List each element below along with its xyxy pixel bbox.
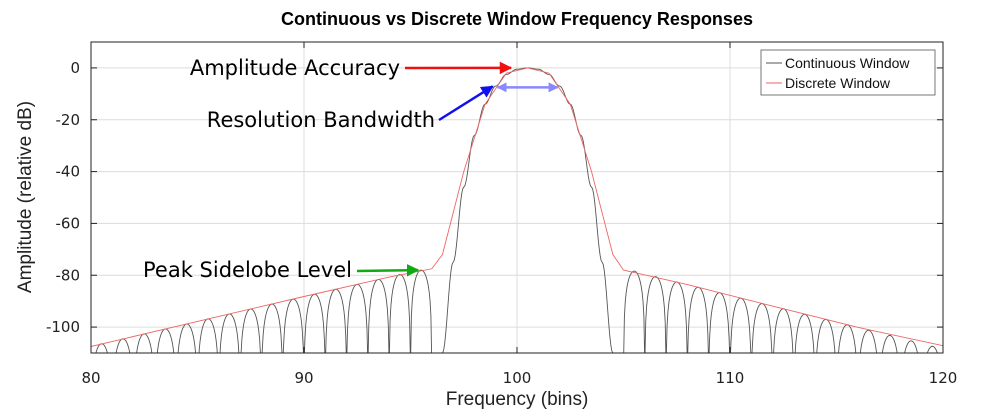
- y-tick-label: -100: [46, 318, 80, 336]
- annotation-peak-sidelobe-level: Peak Sidelobe Level: [143, 258, 352, 282]
- y-tick-label: -60: [56, 214, 81, 232]
- resolution-bandwidth-arrow: [438, 85, 494, 122]
- legend-box: [760, 49, 936, 96]
- x-tick-label: 90: [294, 369, 313, 387]
- chart-title: Continuous vs Discrete Window Frequency …: [281, 9, 753, 29]
- x-axis-label: Frequency (bins): [446, 389, 589, 410]
- annotation-resolution-bandwidth: Resolution Bandwidth: [207, 108, 435, 132]
- x-tick-label: 120: [929, 369, 958, 387]
- plot-area: [91, 67, 943, 353]
- discrete-window-line: [91, 67, 943, 347]
- x-tick-label: 110: [716, 369, 745, 387]
- annotation-amplitude-accuracy: Amplitude Accuracy: [190, 56, 400, 80]
- y-tick-label: -20: [56, 111, 81, 129]
- legend: Continuous Window Discrete Window: [760, 49, 936, 96]
- x-tick-label: 100: [503, 369, 532, 387]
- y-tick-label: -80: [56, 266, 81, 284]
- x-tick-label: 80: [81, 369, 100, 387]
- y-tick-label: 0: [70, 59, 80, 77]
- legend-label-discrete: Discrete Window: [785, 75, 891, 91]
- peak-sidelobe-arrow: [356, 263, 420, 277]
- legend-label-continuous: Continuous Window: [785, 55, 910, 71]
- axis-ticks: 80 90 100 110 120 0 -20 -40 -60 -80 -100: [46, 42, 957, 387]
- y-axis-label: Amplitude (relative dB): [15, 101, 36, 293]
- y-tick-label: -40: [56, 163, 81, 181]
